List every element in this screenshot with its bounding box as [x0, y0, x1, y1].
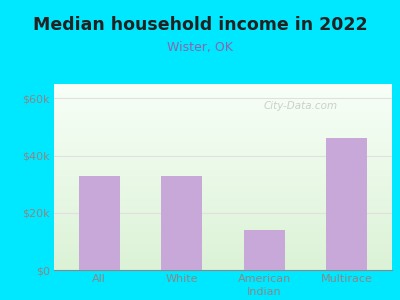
Text: Wister, OK: Wister, OK — [167, 40, 233, 53]
Bar — [79, 176, 120, 270]
Bar — [326, 138, 367, 270]
Bar — [161, 176, 202, 270]
Text: City-Data.com: City-Data.com — [264, 101, 338, 111]
Bar — [244, 230, 285, 270]
Text: Median household income in 2022: Median household income in 2022 — [33, 16, 367, 34]
